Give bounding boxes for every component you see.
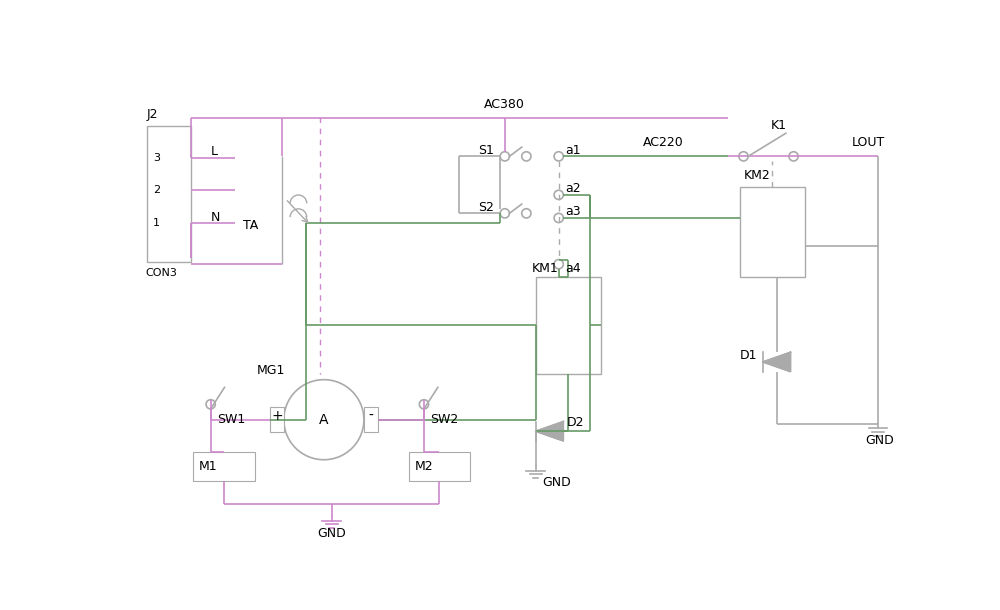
Text: GND: GND [542,476,571,489]
Text: LOUT: LOUT [851,136,885,149]
Text: KM2: KM2 [744,169,770,182]
Text: a2: a2 [565,182,580,195]
Text: 3: 3 [153,153,160,163]
Text: N: N [211,210,220,224]
Text: L: L [211,145,218,158]
Text: AC220: AC220 [643,136,684,149]
Text: 2: 2 [153,185,160,195]
Text: GND: GND [865,434,894,447]
Polygon shape [536,422,563,441]
Text: MG1: MG1 [257,364,285,377]
Text: A: A [319,413,329,427]
Bar [193,452,255,481]
Text: D1: D1 [740,350,757,362]
Text: J2: J2 [147,107,158,121]
Text: a1: a1 [565,144,580,157]
Bar [147,126,191,262]
Text: M1: M1 [199,460,218,473]
Text: S1: S1 [478,144,494,157]
Text: a3: a3 [565,206,580,218]
Polygon shape [763,352,790,371]
Text: D2: D2 [567,415,585,428]
Text: +: + [271,409,283,423]
Text: KM1: KM1 [532,262,558,274]
Text: SW1: SW1 [217,413,245,426]
Text: M2: M2 [415,460,433,473]
Text: TA: TA [243,219,258,232]
Bar [536,278,601,373]
Text: -: - [368,409,373,423]
Text: 1: 1 [153,218,160,228]
Bar [270,407,284,432]
Bar [740,187,805,278]
Text: SW2: SW2 [430,413,458,426]
Bar [409,452,470,481]
Text: a4: a4 [565,262,580,274]
Text: CON3: CON3 [145,268,177,278]
Text: K1: K1 [770,119,786,132]
Text: AC380: AC380 [484,98,525,110]
Text: GND: GND [317,527,346,540]
Text: S2: S2 [478,201,494,213]
Bar [364,407,378,432]
